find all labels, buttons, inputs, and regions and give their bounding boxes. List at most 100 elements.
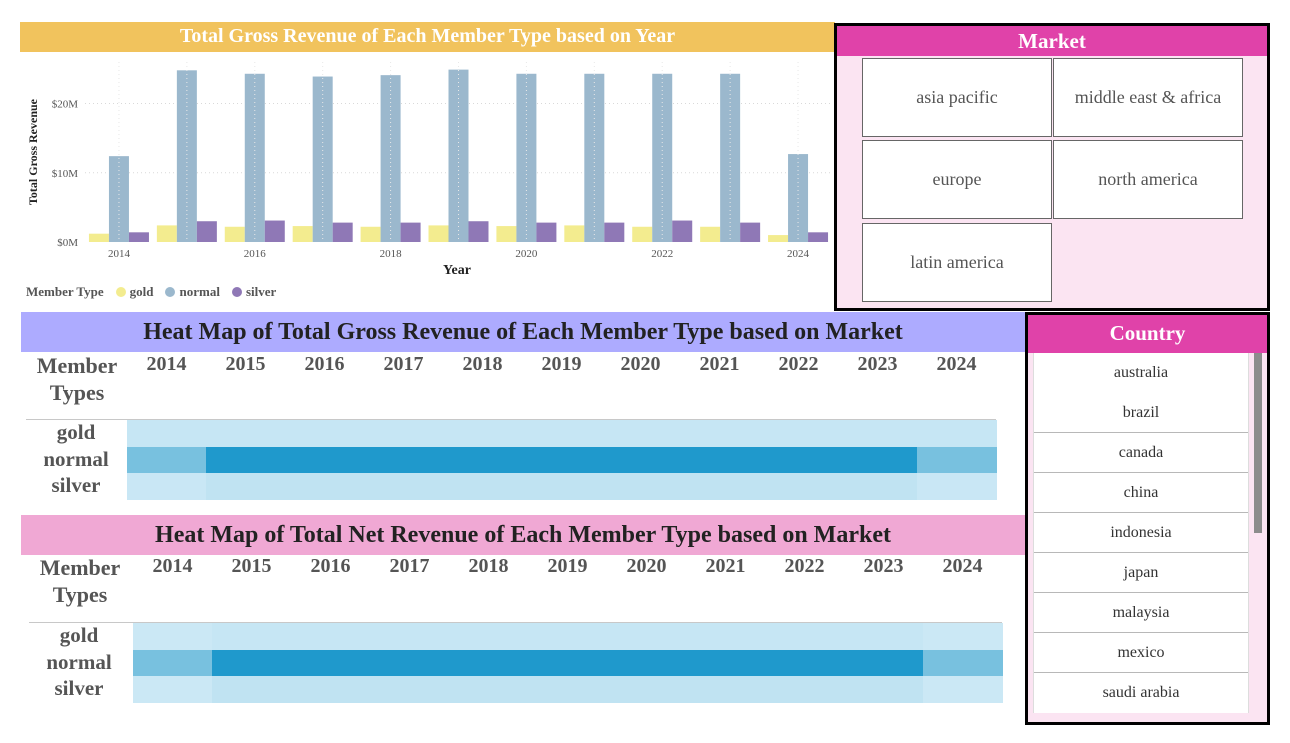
heatmap-cell-normal-2024[interactable] — [923, 649, 1003, 676]
heatmap-cell-normal-2014[interactable] — [127, 446, 207, 473]
heatmap-cell-silver-2019[interactable] — [528, 676, 608, 703]
heatmap-cell-silver-2019[interactable] — [522, 473, 602, 500]
heatmap-cell-gold-2018[interactable] — [443, 420, 523, 447]
heatmap-cell-gold-2024[interactable] — [917, 420, 997, 447]
heatmap-cell-normal-2023[interactable] — [838, 446, 918, 473]
heatmap-cell-gold-2016[interactable] — [291, 623, 371, 650]
heatmap-cell-gold-2018[interactable] — [449, 623, 529, 650]
heatmap-cell-silver-2014[interactable] — [133, 676, 213, 703]
legend-label: silver — [245, 284, 277, 299]
heatmap-cell-gold-2021[interactable] — [686, 623, 766, 650]
heatmap-row-label-gold: gold — [59, 623, 99, 647]
heatmap-cell-normal-2019[interactable] — [528, 649, 608, 676]
heatmap-cell-normal-2024[interactable] — [917, 446, 997, 473]
corner-label-line1: Member — [36, 353, 118, 378]
country-item-china[interactable]: china — [1034, 473, 1248, 513]
heatmap-row-label-silver: silver — [54, 676, 104, 700]
heatmap-cell-normal-2016[interactable] — [291, 649, 371, 676]
heatmap-cell-silver-2015[interactable] — [212, 676, 292, 703]
heatmap-cell-normal-2020[interactable] — [607, 649, 687, 676]
heatmap-net-title: Heat Map of Total Net Revenue of Each Me… — [21, 515, 1025, 555]
heatmap-cell-gold-2014[interactable] — [133, 623, 213, 650]
market-tile-latin-america[interactable]: latin america — [862, 223, 1052, 302]
heatmap-cell-gold-2023[interactable] — [838, 420, 918, 447]
heatmap-cell-normal-2015[interactable] — [212, 649, 292, 676]
heatmap-cell-silver-2018[interactable] — [443, 473, 523, 500]
country-item-australia[interactable]: australia — [1113, 364, 1169, 381]
bar-silver-2021 — [604, 222, 625, 242]
heatmap-cell-silver-2020[interactable] — [601, 473, 681, 500]
heatmap-cell-gold-2019[interactable] — [528, 623, 608, 650]
heatmap-year-2019: 2019 — [547, 555, 588, 577]
market-slicer-title: Market — [837, 26, 1267, 56]
heatmap-cell-silver-2018[interactable] — [449, 676, 529, 703]
legend-item-normal[interactable]: normal — [165, 284, 220, 300]
country-item-mexico[interactable]: mexico — [1034, 633, 1248, 673]
heatmap-cell-normal-2018[interactable] — [449, 649, 529, 676]
heatmap-cell-gold-2015[interactable] — [206, 420, 286, 447]
heatmap-year-2014: 2014 — [146, 353, 187, 375]
heatmap-cell-gold-2016[interactable] — [285, 420, 365, 447]
country-item-japan[interactable]: japan — [1034, 553, 1248, 593]
bar-normal-2014 — [108, 156, 129, 242]
heatmap-cell-silver-2016[interactable] — [291, 676, 371, 703]
legend-dot — [231, 287, 242, 297]
heatmap-cell-gold-2024[interactable] — [923, 623, 1003, 650]
heatmap-cell-normal-2023[interactable] — [844, 649, 924, 676]
heatmap-cell-silver-2021[interactable] — [680, 473, 760, 500]
legend-item-silver[interactable]: silver — [231, 284, 277, 300]
country-item-indonesia[interactable]: indonesia — [1034, 513, 1248, 553]
heatmap-cell-normal-2019[interactable] — [522, 446, 602, 473]
heatmap-cell-gold-2021[interactable] — [680, 420, 760, 447]
heatmap-cell-silver-2016[interactable] — [285, 473, 365, 500]
heatmap-cell-gold-2019[interactable] — [522, 420, 602, 447]
country-item-saudi-arabia[interactable]: saudi arabia — [1102, 684, 1180, 701]
heatmap-cell-gold-2015[interactable] — [212, 623, 292, 650]
heatmap-cell-gold-2017[interactable] — [370, 623, 450, 650]
heatmap-cell-silver-2017[interactable] — [364, 473, 444, 500]
heatmap-cell-silver-2023[interactable] — [844, 676, 924, 703]
heatmap-cell-silver-2014[interactable] — [127, 473, 207, 500]
legend-item-gold[interactable]: gold — [115, 284, 153, 300]
heatmap-cell-gold-2023[interactable] — [844, 623, 924, 650]
heatmap-cell-normal-2016[interactable] — [285, 446, 365, 473]
heatmap-cell-silver-2022[interactable] — [765, 676, 845, 703]
chart-title: Total Gross Revenue of Each Member Type … — [20, 22, 835, 52]
heatmap-year-2017: 2017 — [383, 353, 424, 375]
heatmap-cell-normal-2021[interactable] — [680, 446, 760, 473]
heatmap-cell-silver-2015[interactable] — [206, 473, 286, 500]
country-item-malaysia[interactable]: malaysia — [1034, 593, 1248, 633]
heatmap-cell-gold-2020[interactable] — [601, 420, 681, 447]
heatmap-cell-silver-2021[interactable] — [686, 676, 766, 703]
heatmap-cell-silver-2022[interactable] — [759, 473, 839, 500]
heatmap-cell-normal-2022[interactable] — [765, 649, 845, 676]
market-tile-europe[interactable]: europe — [862, 140, 1052, 219]
heatmap-cell-gold-2020[interactable] — [607, 623, 687, 650]
heatmap-cell-normal-2018[interactable] — [443, 446, 523, 473]
x-tick-label: 2016 — [244, 248, 267, 260]
country-item-canada[interactable]: canada — [1034, 433, 1248, 473]
heatmap-cell-normal-2022[interactable] — [759, 446, 839, 473]
heatmap-cell-silver-2024[interactable] — [917, 473, 997, 500]
heatmap-cell-silver-2024[interactable] — [923, 676, 1003, 703]
heatmap-cell-silver-2017[interactable] — [370, 676, 450, 703]
country-scrollbar[interactable] — [1254, 353, 1262, 533]
heatmap-cell-silver-2020[interactable] — [607, 676, 687, 703]
heatmap-year-2016: 2016 — [304, 353, 345, 375]
country-list: australia brazil canada china indonesia … — [1033, 353, 1249, 713]
market-tile-north-america[interactable]: north america — [1053, 140, 1243, 219]
heatmap-cell-normal-2017[interactable] — [370, 649, 450, 676]
heatmap-cell-normal-2017[interactable] — [364, 446, 444, 473]
heatmap-cell-gold-2022[interactable] — [765, 623, 845, 650]
heatmap-cell-normal-2015[interactable] — [206, 446, 286, 473]
heatmap-cell-gold-2017[interactable] — [364, 420, 444, 447]
heatmap-cell-gold-2014[interactable] — [127, 420, 207, 447]
heatmap-cell-normal-2014[interactable] — [133, 649, 213, 676]
market-tile-asia-pacific[interactable]: asia pacific — [862, 58, 1052, 137]
market-tile-middle-east-africa[interactable]: middle east & africa — [1053, 58, 1243, 137]
heatmap-cell-normal-2020[interactable] — [601, 446, 681, 473]
heatmap-cell-gold-2022[interactable] — [759, 420, 839, 447]
heatmap-cell-normal-2021[interactable] — [686, 649, 766, 676]
heatmap-cell-silver-2023[interactable] — [838, 473, 918, 500]
country-item-brazil[interactable]: brazil — [1034, 393, 1248, 433]
